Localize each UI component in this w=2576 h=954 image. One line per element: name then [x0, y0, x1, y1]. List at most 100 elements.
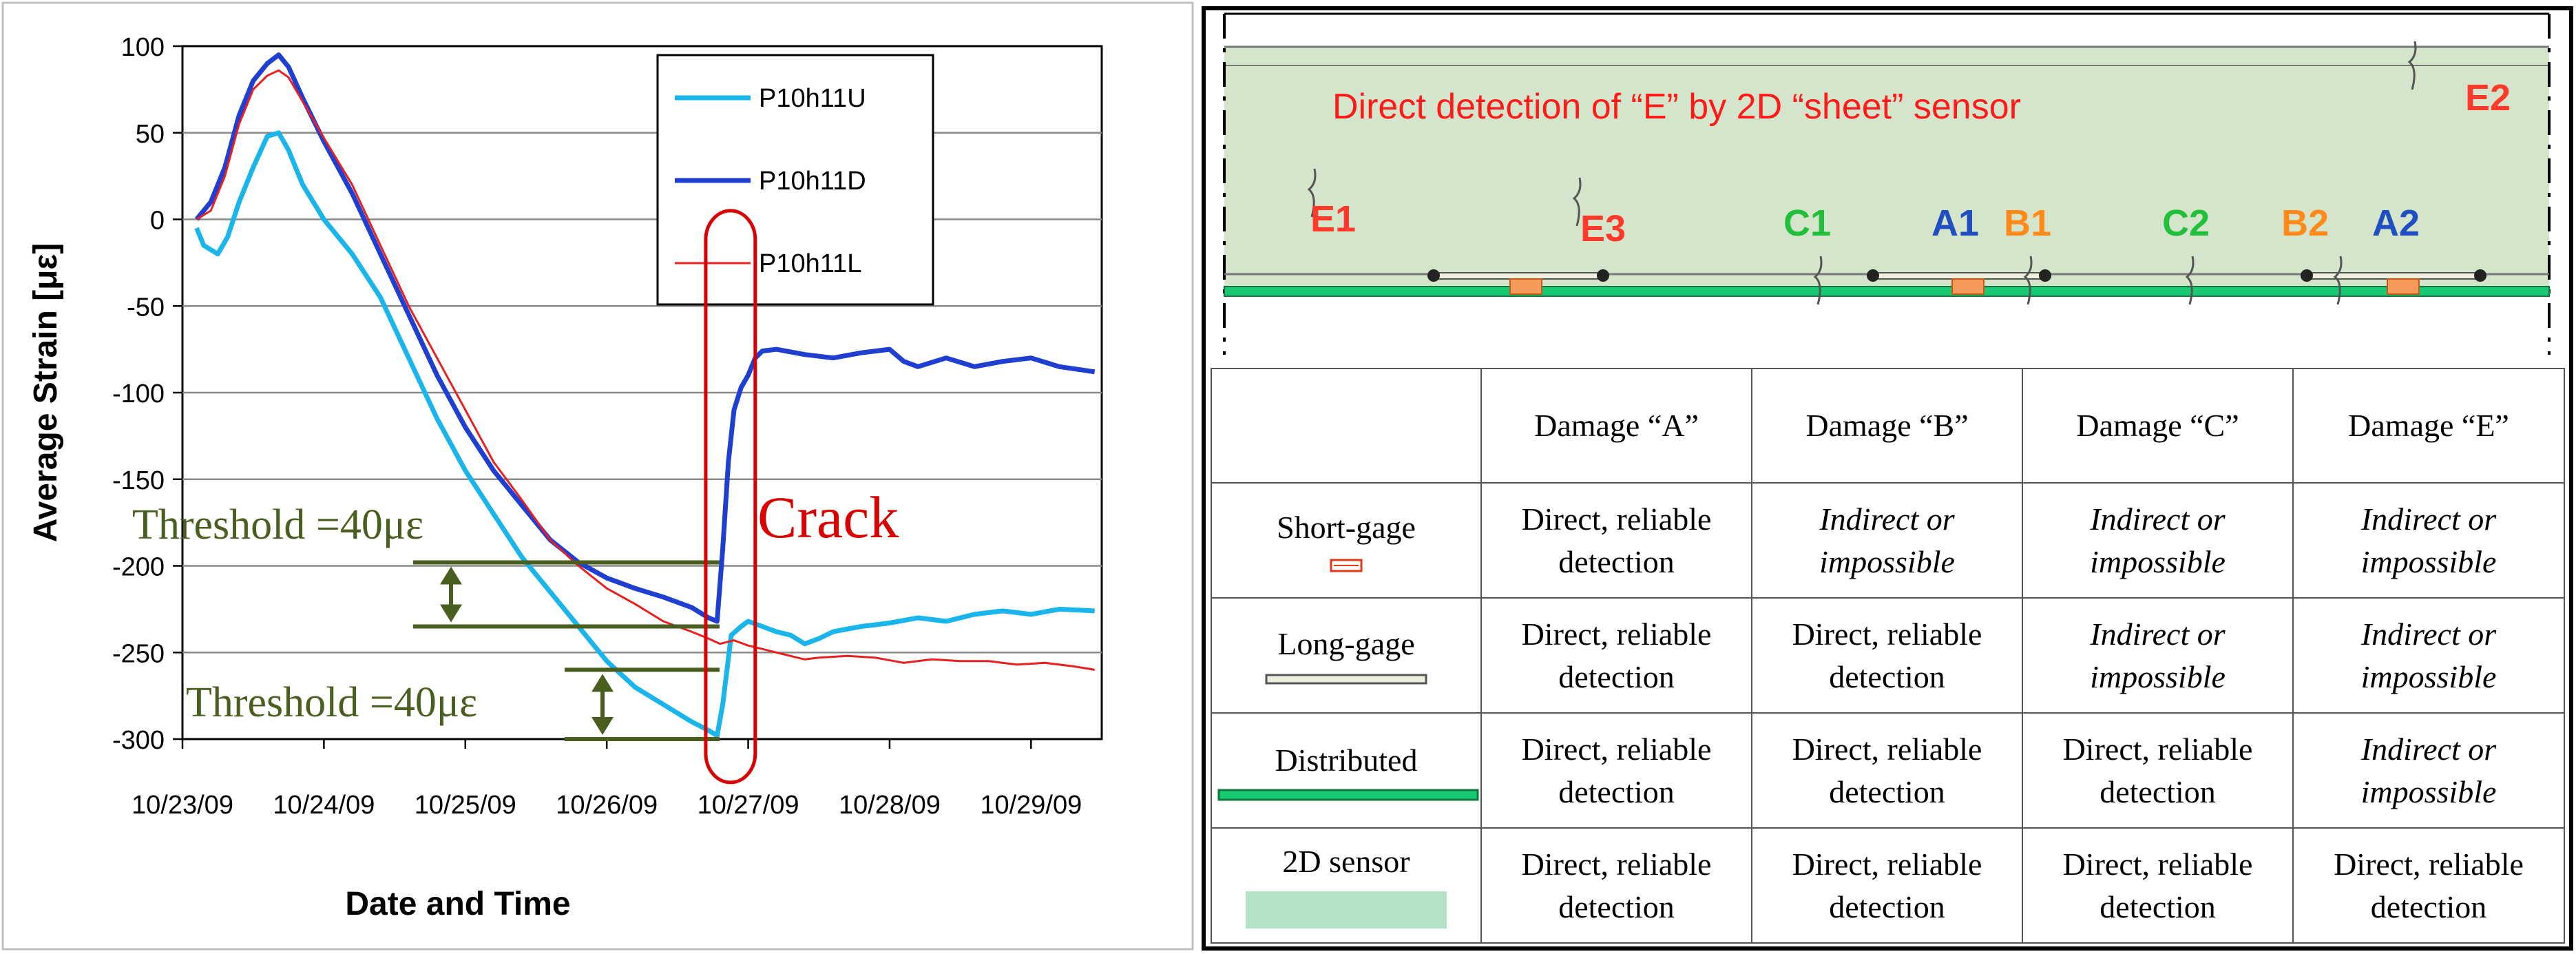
table-row: Long-gage Direct, reliable detection Direct… [1211, 597, 2565, 714]
short-gage-swatch [1330, 559, 1363, 572]
threshold-label-lower: Threshold =40με [186, 679, 477, 726]
detection-text: detection [2370, 889, 2487, 924]
crack-mark [1813, 256, 1823, 305]
detection-cell: Direct, reliable detection [1751, 597, 2023, 714]
y-tick-label: -250 [112, 639, 165, 668]
table-header-row: Damage “A” Damage “B” Damage “C” Damage … [1211, 368, 2565, 484]
x-tick-label: 10/25/09 [415, 791, 516, 820]
short-gage-sensor [2387, 278, 2420, 295]
y-tick-label: 0 [150, 207, 165, 236]
table-row: 2D sensor Direct, reliable detection Direct… [1211, 827, 2565, 944]
header-damage-a: Damage “A” [1480, 368, 1752, 484]
sensor-type-cell: Distributed [1211, 712, 1482, 829]
long-gage-sensor [1872, 272, 2046, 280]
crack-mark [1572, 177, 1582, 227]
sheet-sensor-swatch [1246, 891, 1447, 929]
crack-mark [2185, 256, 2195, 305]
detection-text: impossible [2360, 774, 2497, 809]
strain-chart: 100 50 0 -50 -100 -150 -200 -250 -300 10/23/09 10/… [1, 1, 1194, 951]
y-axis-title: Average Strain [με] [28, 243, 64, 542]
detection-cell: Direct, reliable detection [1480, 597, 1752, 714]
damage-label-a2: A2 [2372, 203, 2420, 244]
detection-text: impossible [1819, 543, 1955, 579]
threshold-arrowhead-down [591, 717, 614, 735]
detection-text: Direct, reliable [1521, 616, 1712, 652]
detection-cell: Indirect or impossible [2022, 597, 2294, 714]
detection-text: Indirect or [2360, 616, 2497, 652]
damage-label-b1: B1 [2004, 203, 2051, 244]
table-row: Distributed Direct, reliable detection Dire… [1211, 712, 2565, 829]
detection-text: detection [1829, 659, 1945, 694]
crack-label: Crack [757, 484, 899, 550]
sensor-type-cell: 2D sensor [1211, 827, 1482, 944]
detection-cell: Indirect or impossible [2022, 482, 2294, 599]
distributed-swatch [1217, 789, 1479, 800]
long-gage-anchor [2039, 269, 2051, 282]
threshold-arrowhead-down [440, 604, 462, 623]
detection-text: impossible [2360, 659, 2497, 694]
crack-mark [2333, 256, 2343, 305]
series-line-p10h11d [194, 52, 1096, 624]
detection-text: Direct, reliable [1521, 501, 1712, 537]
crack-highlight [704, 209, 757, 785]
sensor-type-label: 2D sensor [1282, 843, 1410, 879]
x-tick-label: 10/28/09 [839, 791, 941, 820]
detection-text: detection [2099, 889, 2216, 924]
sensor-type-cell: Long-gage [1211, 597, 1482, 714]
threshold-arrowhead-up [591, 674, 614, 692]
damage-label-e1: E1 [1310, 198, 1356, 240]
long-gage-swatch [1265, 674, 1427, 684]
y-tick-label: 100 [121, 33, 165, 62]
threshold-label-upper: Threshold =40με [132, 501, 423, 548]
table-row: Short-gage Direct, reliable detection Indir… [1211, 482, 2565, 599]
x-tick-label: 10/29/09 [980, 791, 1082, 820]
detection-text: Direct, reliable [1792, 616, 1982, 652]
y-tick-label: -200 [112, 553, 165, 582]
detection-text: impossible [2360, 543, 2497, 579]
detection-text: Direct, reliable [1521, 846, 1712, 882]
damage-label-a1: A1 [1931, 203, 1979, 244]
header-damage-b: Damage “B” [1751, 368, 2023, 484]
x-tick-label: 10/23/09 [132, 791, 233, 820]
sheet-sensor-area [1224, 47, 2549, 289]
detection-text: detection [2099, 774, 2216, 809]
crack-mark [1307, 168, 1317, 218]
y-tick-label: -100 [112, 380, 165, 408]
detection-text: Indirect or [1819, 501, 1955, 537]
detection-cell: Indirect or impossible [2292, 597, 2565, 714]
y-tick-label: -50 [127, 293, 165, 322]
sensor-type-label: Distributed [1275, 742, 1418, 778]
detection-text: detection [1829, 774, 1945, 809]
header-damage-e: Damage “E” [2292, 368, 2565, 484]
detection-text: Indirect or [2360, 501, 2497, 537]
detection-text: Direct, reliable [2334, 846, 2524, 882]
legend-label: P10h11D [759, 167, 866, 196]
detection-text: Direct, reliable [1521, 731, 1712, 767]
damage-label-e3: E3 [1580, 208, 1626, 249]
detection-cell: Direct, reliable detection [1751, 712, 2023, 829]
detection-text: Indirect or [2090, 616, 2226, 652]
detection-text: detection [1558, 659, 1675, 694]
detection-cell: Direct, reliable detection [2292, 827, 2565, 944]
damage-detection-table: Damage “A” Damage “B” Damage “C” Damage … [1211, 368, 2565, 944]
detection-text: detection [1558, 889, 1675, 924]
series-line-p10h11u [194, 130, 1095, 738]
x-tick-label: 10/26/09 [556, 791, 658, 820]
long-gage-anchor [1867, 269, 1879, 282]
detection-cell: Direct, reliable detection [1480, 827, 1752, 944]
detection-cell: Direct, reliable detection [2022, 827, 2294, 944]
detection-text: impossible [2090, 659, 2226, 694]
damage-label-c2: C2 [2162, 203, 2210, 244]
diagram-title: Direct detection of “E” by 2D “sheet” se… [1332, 87, 2021, 127]
short-gage-sensor [1951, 278, 1985, 295]
long-gage-sensor [2306, 272, 2481, 280]
long-gage-anchor [2301, 269, 2313, 282]
detection-cell: Indirect or impossible [2292, 712, 2565, 829]
damage-label-b2: B2 [2281, 203, 2329, 244]
header-damage-c: Damage “C” [2022, 368, 2294, 484]
legend: P10h11U P10h11D P10h11L [656, 54, 934, 306]
detection-text: detection [1558, 543, 1675, 579]
detection-text: detection [1829, 889, 1945, 924]
distributed-sensor-line [1224, 286, 2550, 297]
